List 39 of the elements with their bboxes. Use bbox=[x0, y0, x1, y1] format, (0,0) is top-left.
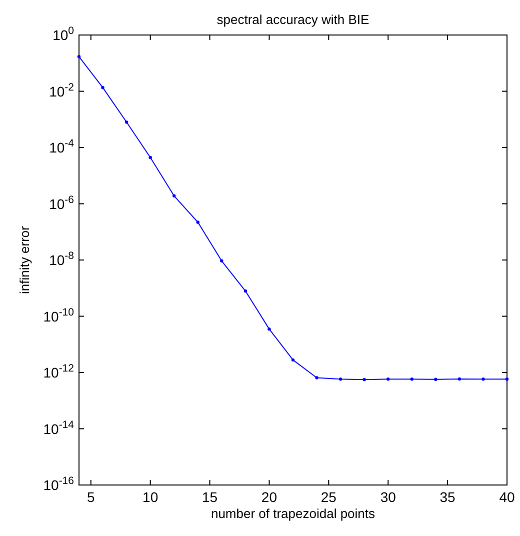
y-tick-label: 10$^{-8}$ bbox=[49, 250, 74, 268]
point bbox=[482, 378, 485, 381]
x-tick-label: 40 bbox=[499, 489, 515, 505]
point bbox=[268, 327, 271, 331]
y-tick-label: 10$^{-10}$ bbox=[43, 306, 74, 324]
point bbox=[196, 220, 200, 224]
point bbox=[505, 378, 509, 381]
point bbox=[386, 378, 390, 381]
point bbox=[291, 358, 295, 362]
point bbox=[338, 378, 342, 381]
point bbox=[410, 378, 414, 381]
point bbox=[244, 289, 248, 293]
x-tick-label: 30 bbox=[380, 489, 396, 505]
x-tick-label: 15 bbox=[202, 489, 218, 505]
point bbox=[77, 55, 81, 58]
point bbox=[124, 120, 128, 124]
y-axis-title: infinity error bbox=[17, 225, 32, 294]
x-tick-label: 10 bbox=[142, 489, 158, 505]
y-tick-label: 10$^{-12}$ bbox=[43, 362, 74, 380]
point bbox=[315, 376, 318, 380]
x-tick-label: 20 bbox=[261, 489, 278, 505]
x-tick-label: 35 bbox=[440, 489, 456, 505]
point bbox=[220, 259, 224, 262]
point bbox=[172, 194, 176, 198]
point bbox=[148, 156, 152, 160]
x-axis-title: number of trapezoidal points bbox=[210, 506, 376, 521]
x-tick-label: 25 bbox=[320, 489, 337, 505]
chart-title: spectral accuracy with BIE bbox=[216, 12, 370, 27]
x-tick-label: 5 bbox=[86, 489, 95, 505]
point bbox=[362, 378, 366, 382]
y-tick-label: 10$^{-2}$ bbox=[49, 81, 74, 100]
point bbox=[434, 378, 438, 381]
point bbox=[101, 86, 104, 90]
point bbox=[458, 377, 462, 381]
y-tick-label: 10$^{0}$ bbox=[52, 25, 74, 43]
y-tick-label: 10$^{-14}$ bbox=[43, 418, 74, 437]
y-tick-label: 10$^{-6}$ bbox=[49, 194, 74, 212]
y-tick-label: 10$^{-4}$ bbox=[49, 138, 74, 156]
y-tick-label: 10$^{-16}$ bbox=[43, 475, 74, 493]
